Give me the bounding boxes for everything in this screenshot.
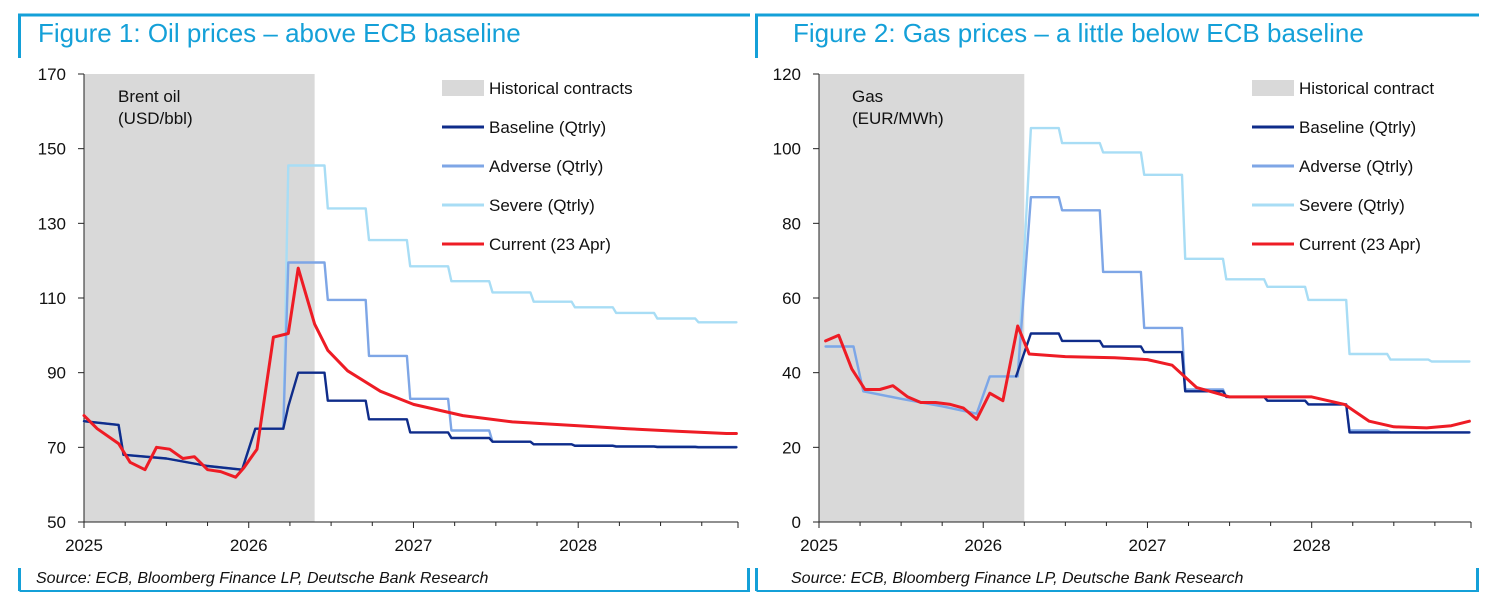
figure-2-x-tick-label: 2027 — [1129, 536, 1167, 555]
figure-2-y-tick-label: 120 — [773, 65, 801, 84]
figure-2-source: Source: ECB, Bloomberg Finance LP, Deuts… — [791, 570, 1244, 587]
figure-1-legend-label: Severe (Qtrly) — [489, 196, 595, 215]
figure-1-series-current-23-apr — [82, 266, 738, 479]
figure-2-unit-label: (EUR/MWh) — [852, 109, 944, 128]
figure-2-x-tick-label: 2025 — [800, 536, 838, 555]
figure-1-y-tick-label: 70 — [47, 438, 66, 457]
figure-1-x-tick-label: 2026 — [230, 536, 268, 555]
figure-1-historical-shade — [84, 74, 315, 522]
figure-2-series-baseline-qtrly — [1014, 332, 1471, 434]
figure-2-y-tick-label: 100 — [773, 140, 801, 159]
figure-1-x-tick-label: 2025 — [65, 536, 103, 555]
figure-2-series-current-23-apr — [824, 324, 1471, 430]
figure-2-legend-swatch-shade — [1252, 80, 1294, 96]
figure-2-legend-label: Baseline (Qtrly) — [1299, 118, 1416, 137]
figure-2-y-tick-label: 40 — [782, 364, 801, 383]
figure-1-source: Source: ECB, Bloomberg Finance LP, Deuts… — [36, 570, 489, 587]
figure-1-legend-label: Historical contracts — [489, 79, 633, 98]
figure-1-y-tick-label: 150 — [38, 140, 66, 159]
figure-1-legend-label: Adverse (Qtrly) — [489, 157, 603, 176]
figure-1-y-tick-label: 170 — [38, 65, 66, 84]
figure-1-x-tick-label: 2028 — [559, 536, 597, 555]
figure-1-y-tick-label: 90 — [47, 364, 66, 383]
figure-1-y-tick-label: 110 — [39, 289, 66, 308]
figure-1-title: Figure 1: Oil prices – above ECB baselin… — [38, 18, 521, 48]
figure-2-legend-label: Adverse (Qtrly) — [1299, 157, 1413, 176]
figure-2-legend-label: Severe (Qtrly) — [1299, 196, 1405, 215]
figure-1-y-tick-label: 50 — [47, 513, 66, 532]
figure-1-unit-label: Brent oil — [118, 87, 180, 106]
figure-1-x-tick-label: 2027 — [395, 536, 433, 555]
figure-2-title: Figure 2: Gas prices – a little below EC… — [793, 18, 1364, 48]
figure-2-x-tick-label: 2028 — [1293, 536, 1331, 555]
figure-2-historical-shade — [819, 74, 1025, 522]
figure-1-legend-swatch-shade — [442, 80, 484, 96]
figure-2-y-tick-label: 20 — [782, 438, 801, 457]
figure-2-chart: 0 20 40 60 80 100 120 2025 2026 2027 2028 Gas (EUR/M… — [755, 13, 1479, 592]
figure-2-legend-label: Historical contract — [1299, 79, 1434, 98]
figure-2-y-tick-label: 60 — [782, 289, 801, 308]
figure-1-legend-label: Current (23 Apr) — [489, 235, 611, 254]
figure-1-chart: 50 70 90 110 130 150 170 2025 2026 2027 2028 Brent … — [18, 13, 750, 592]
figure-2-y-tick-label: 80 — [782, 214, 801, 233]
figure-2-unit-label: Gas — [852, 87, 883, 106]
figure-1-panel: Figure 1: Oil prices – above ECB baselin… — [18, 13, 750, 592]
figure-2-legend-label: Current (23 Apr) — [1299, 235, 1421, 254]
figure-1-legend-label: Baseline (Qtrly) — [489, 118, 606, 137]
figure-2-x-tick-label: 2026 — [964, 536, 1002, 555]
figure-2-panel: Figure 2: Gas prices – a little below EC… — [755, 0, 1500, 601]
figure-1-y-tick-label: 130 — [38, 214, 66, 233]
figure-2-y-tick-label: 0 — [792, 513, 801, 532]
figure-1-unit-label: (USD/bbl) — [118, 109, 193, 128]
